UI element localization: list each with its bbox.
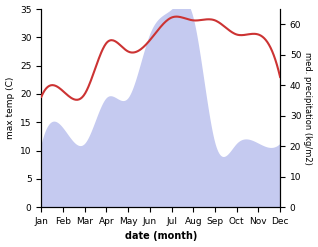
Y-axis label: max temp (C): max temp (C)	[5, 77, 15, 139]
Y-axis label: med. precipitation (kg/m2): med. precipitation (kg/m2)	[303, 52, 313, 165]
X-axis label: date (month): date (month)	[125, 231, 197, 242]
